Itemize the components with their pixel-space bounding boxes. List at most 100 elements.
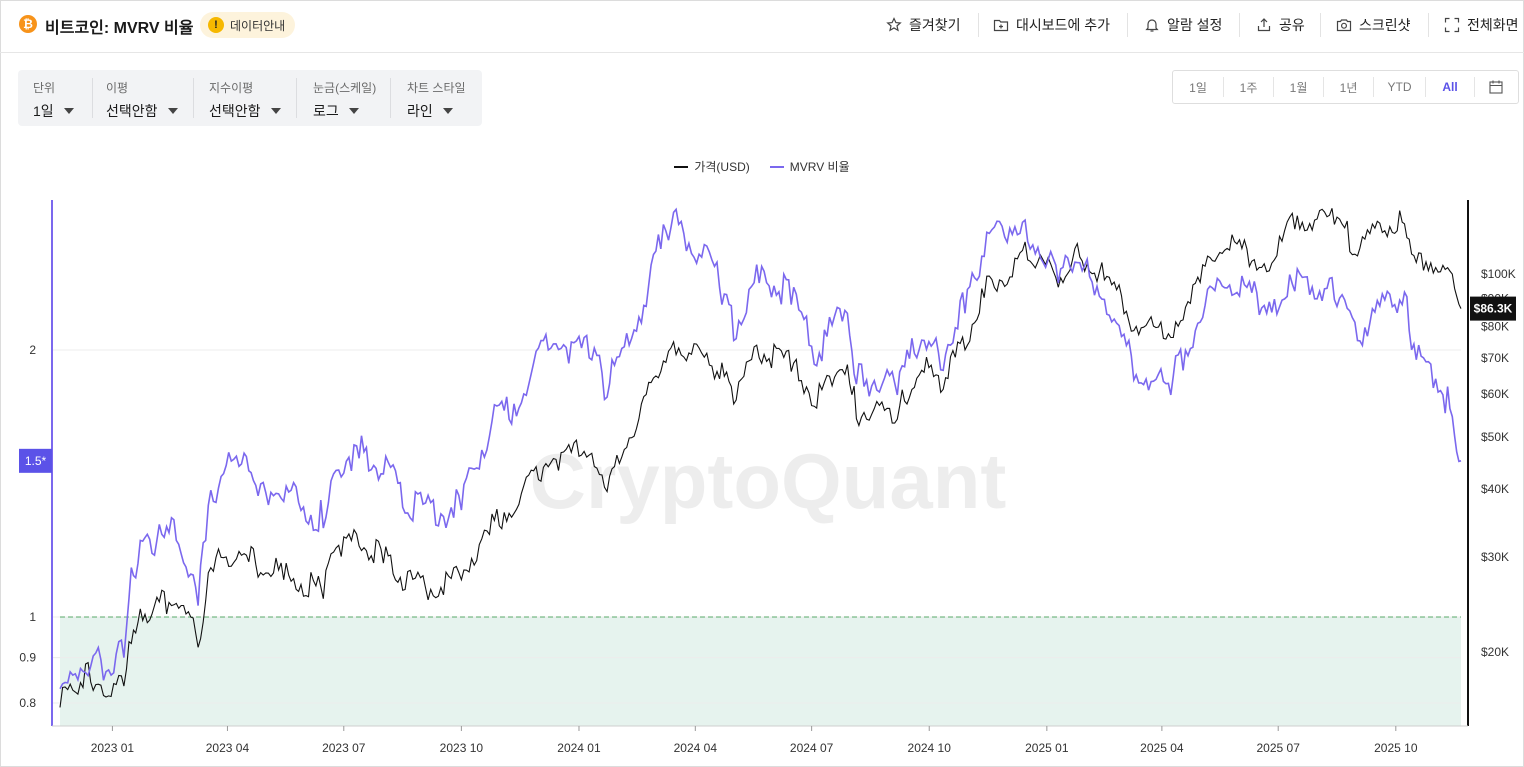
star-icon bbox=[886, 17, 902, 32]
screenshot-label: 스크린샷 bbox=[1359, 17, 1411, 33]
x-tick-label: 2025 10 bbox=[1374, 741, 1418, 755]
divider bbox=[1323, 77, 1324, 97]
y-right-tick-label: $30K bbox=[1481, 550, 1509, 564]
divider bbox=[1428, 13, 1429, 37]
share-icon bbox=[1257, 18, 1271, 32]
divider bbox=[193, 78, 194, 118]
divider bbox=[92, 78, 93, 118]
chart-legend: 가격(USD) MVRV 비율 bbox=[0, 158, 1524, 175]
ema-label: 지수이평 bbox=[209, 81, 254, 95]
legend-label-mvrv: MVRV 비율 bbox=[789, 160, 850, 174]
y-right-tick-label: $50K bbox=[1481, 430, 1509, 444]
chart-style-select[interactable]: 차트 스타일 라인 bbox=[407, 70, 466, 126]
x-tick-label: 2023 07 bbox=[322, 741, 366, 755]
x-tick-label: 2024 01 bbox=[557, 741, 601, 755]
current-price-marker bbox=[1470, 296, 1516, 321]
y-left-tick-label: 2 bbox=[29, 343, 36, 357]
scale-value: 로그 bbox=[313, 103, 339, 119]
current-mvrv-marker bbox=[19, 448, 52, 473]
chart-controls: 단위 1일 이평 선택안함 지수이평 선택안함 눈금(스케일) 로그 차트 스타… bbox=[18, 70, 482, 126]
y-right-tick-label: $70K bbox=[1481, 351, 1509, 365]
dashboard-add-icon bbox=[993, 19, 1009, 32]
range-1m[interactable]: 1월 bbox=[1289, 80, 1308, 95]
divider bbox=[390, 78, 391, 118]
divider bbox=[1474, 77, 1475, 97]
range-1y[interactable]: 1년 bbox=[1339, 80, 1358, 95]
alarm-settings-button[interactable]: 알람 설정 bbox=[1144, 14, 1222, 36]
divider bbox=[1223, 77, 1224, 97]
x-tick-label: 2023 04 bbox=[206, 741, 250, 755]
divider bbox=[296, 78, 297, 118]
moving-average-label: 이평 bbox=[106, 81, 129, 95]
range-ytd[interactable]: YTD bbox=[1387, 80, 1412, 94]
divider bbox=[978, 13, 979, 37]
current-price-label: $86.3K bbox=[1474, 302, 1513, 316]
series-line-mvrv bbox=[59, 207, 1462, 690]
unit-select[interactable]: 단위 1일 bbox=[33, 70, 74, 126]
y-right-tick-label: $60K bbox=[1481, 387, 1509, 401]
x-tick-label: 2024 07 bbox=[790, 741, 834, 755]
y-right-tick-label: $80K bbox=[1481, 319, 1509, 333]
calendar-button[interactable] bbox=[1475, 71, 1517, 103]
legend-item-price[interactable]: 가격(USD) bbox=[674, 158, 750, 175]
range-1d[interactable]: 1일 bbox=[1189, 80, 1207, 95]
x-tick-label: 2025 07 bbox=[1257, 741, 1301, 755]
divider bbox=[1273, 77, 1274, 97]
bitcoin-icon: ₿ bbox=[19, 15, 37, 33]
series-line-price bbox=[59, 208, 1462, 708]
calendar-icon bbox=[1489, 80, 1503, 94]
current-mvrv-label: 1.5* bbox=[25, 454, 47, 468]
camera-icon bbox=[1336, 19, 1352, 32]
add-to-dashboard-button[interactable]: 대시보드에 추가 bbox=[993, 14, 1110, 36]
screenshot-button[interactable]: 스크린샷 bbox=[1336, 14, 1411, 36]
page-title: 비트코인: MVRV 비율 bbox=[45, 20, 194, 37]
x-tick-label: 2024 10 bbox=[908, 741, 952, 755]
y-right-tick-label: $100K bbox=[1481, 267, 1516, 281]
x-tick-label: 2023 01 bbox=[91, 741, 135, 755]
share-label: 공유 bbox=[1279, 17, 1305, 33]
chart-style-value: 라인 bbox=[407, 103, 433, 119]
ema-select[interactable]: 지수이평 선택안함 bbox=[209, 70, 281, 126]
divider bbox=[1127, 13, 1128, 37]
divider bbox=[1320, 13, 1321, 37]
x-tick-label: 2025 01 bbox=[1025, 741, 1069, 755]
scale-select[interactable]: 눈금(스케일) 로그 bbox=[313, 70, 376, 126]
bell-icon bbox=[1145, 19, 1159, 32]
divider bbox=[1425, 77, 1426, 97]
data-info-badge[interactable]: ! 데이터안내 bbox=[200, 12, 296, 38]
legend-swatch-price bbox=[674, 165, 689, 168]
unit-value: 1일 bbox=[33, 103, 54, 119]
y-right-tick-label: $40K bbox=[1481, 482, 1509, 496]
watermark: CryptoQuant bbox=[530, 437, 1007, 525]
fullscreen-button[interactable]: 전체화면 bbox=[1444, 14, 1519, 36]
add-to-dashboard-label: 대시보드에 추가 bbox=[1016, 17, 1111, 33]
range-all[interactable]: All bbox=[1442, 80, 1458, 94]
chevron-down-icon bbox=[63, 108, 74, 114]
fullscreen-icon bbox=[1444, 17, 1460, 33]
legend-swatch-mvrv bbox=[769, 165, 784, 168]
share-button[interactable]: 공유 bbox=[1256, 14, 1305, 36]
x-tick-label: 2024 04 bbox=[674, 741, 718, 755]
legend-label-price: 가격(USD) bbox=[694, 160, 750, 174]
chevron-down-icon bbox=[348, 108, 359, 114]
fullscreen-label: 전체화면 bbox=[1467, 17, 1519, 33]
unit-label: 단위 bbox=[33, 81, 56, 95]
divider bbox=[1373, 77, 1374, 97]
undervalued-zone bbox=[60, 617, 1461, 726]
favorite-label: 즐겨찾기 bbox=[909, 17, 961, 33]
chart-style-label: 차트 스타일 bbox=[407, 81, 466, 95]
divider bbox=[1239, 13, 1240, 37]
moving-average-select[interactable]: 이평 선택안함 bbox=[106, 70, 178, 126]
chevron-down-icon bbox=[167, 108, 178, 114]
range-selector: 1일 1주 1월 1년 YTD All bbox=[1172, 70, 1519, 104]
y-right-tick-label: $20K bbox=[1481, 645, 1509, 659]
scale-label: 눈금(스케일) bbox=[313, 81, 377, 95]
y-left-tick-label: 0.8 bbox=[19, 696, 36, 710]
y-left-tick-label: 0.9 bbox=[19, 651, 36, 665]
exclamation-icon: ! bbox=[208, 17, 224, 33]
favorite-button[interactable]: 즐겨찾기 bbox=[886, 14, 961, 36]
range-1w[interactable]: 1주 bbox=[1239, 80, 1258, 95]
y-left-tick-label: 1 bbox=[29, 610, 36, 624]
legend-item-mvrv[interactable]: MVRV 비율 bbox=[769, 158, 850, 175]
header: ₿ 비트코인: MVRV 비율 ! 데이터안내 즐겨찾기 대시보드에 추가 알람… bbox=[0, 0, 1524, 53]
